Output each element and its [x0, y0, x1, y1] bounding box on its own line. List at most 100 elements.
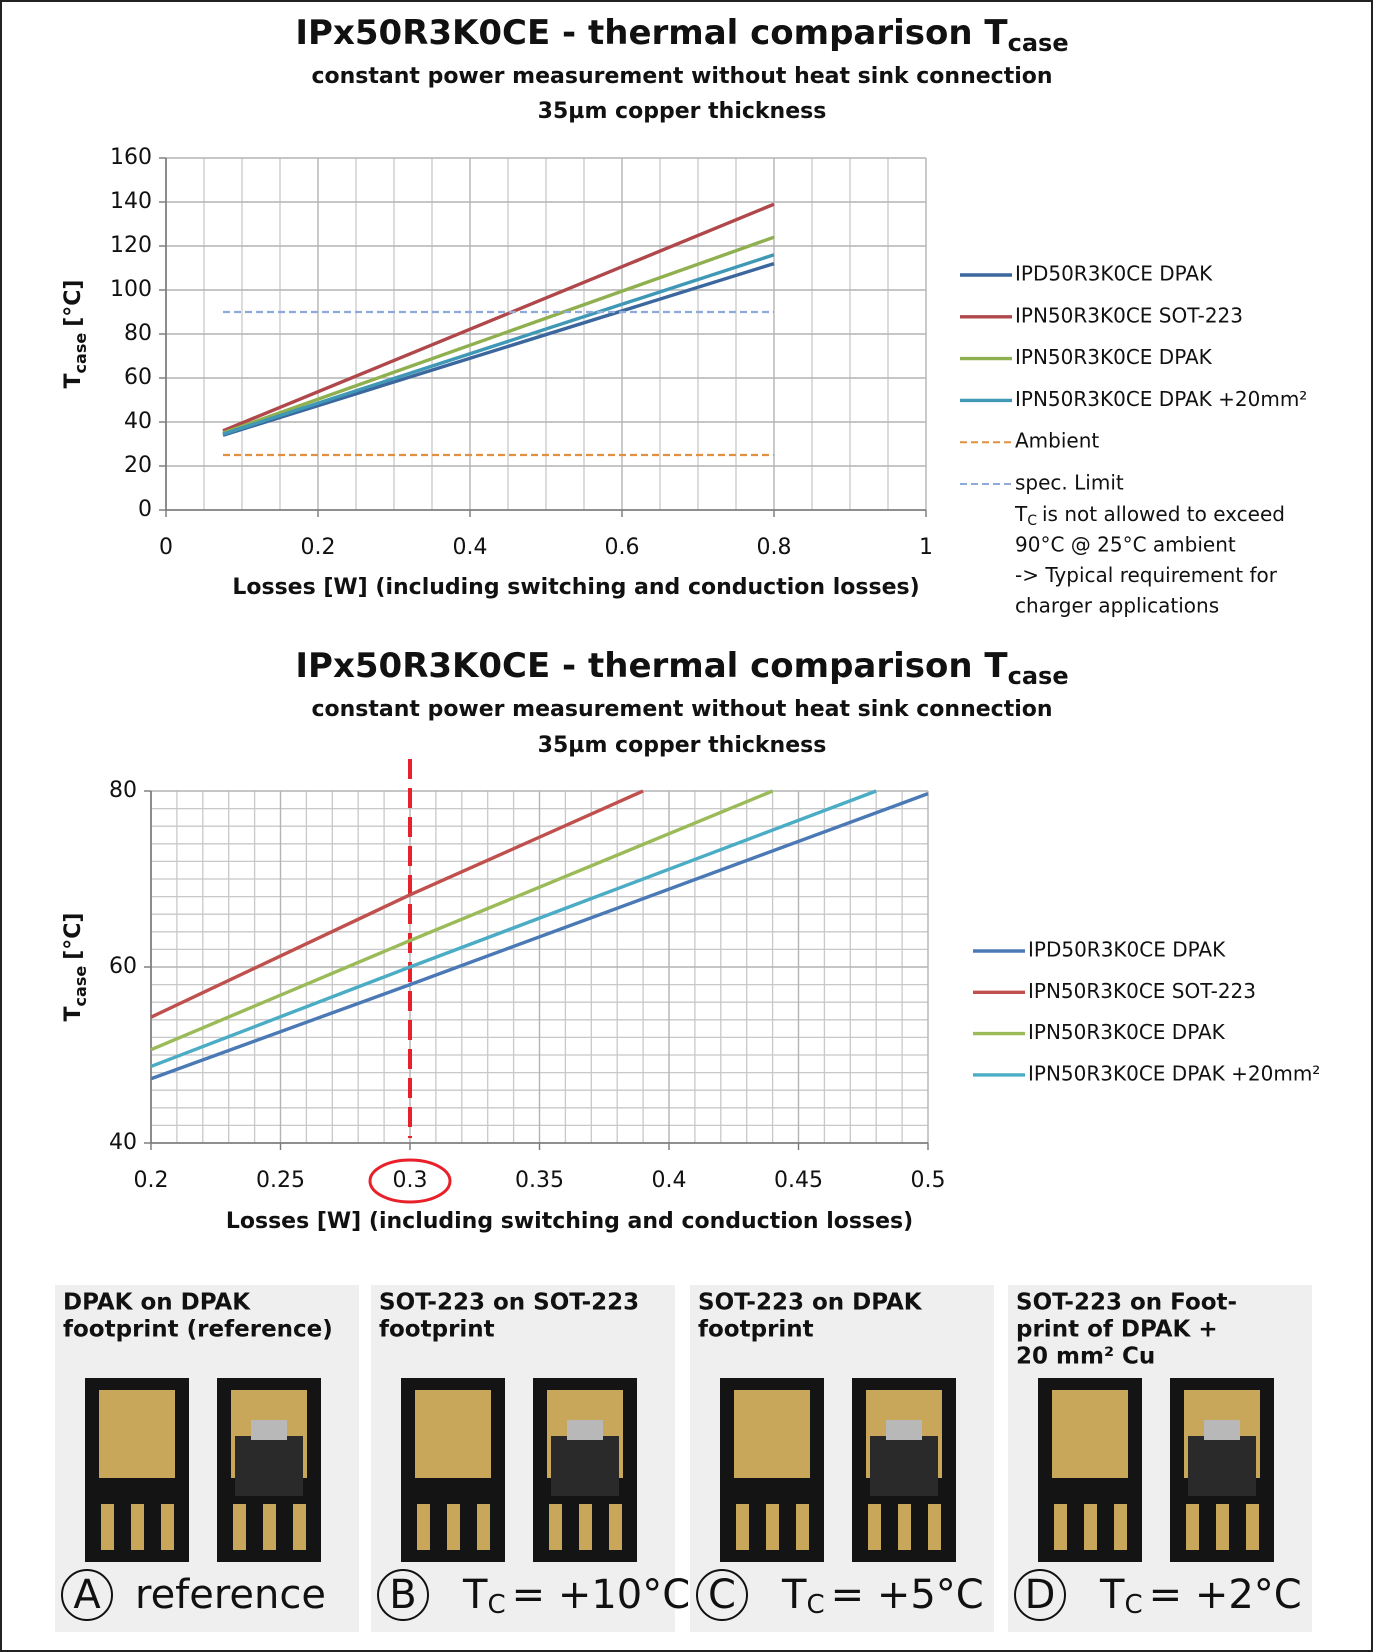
y-tick-label: 60: [124, 365, 152, 390]
x-tick-label: 1: [919, 535, 933, 560]
title-text: IPx50R3K0CE - thermal comparison T: [295, 646, 1008, 686]
legend-label: IPD50R3K0CE DPAK: [1015, 262, 1213, 286]
photo-pad: [99, 1390, 175, 1478]
legend-label: IPN50R3K0CE SOT-223: [1015, 303, 1243, 327]
legend-label: IPN50R3K0CE DPAK: [1028, 1020, 1226, 1044]
panel-title: SOT-223 on Foot-: [1016, 1290, 1237, 1316]
y-tick-label: 80: [109, 778, 137, 803]
title-text: IPx50R3K0CE - thermal comparison T: [295, 13, 1008, 53]
caption-symbol: T: [1099, 1572, 1125, 1618]
photo-pin: [417, 1504, 430, 1550]
photo-package: [235, 1436, 303, 1496]
photo-pin: [898, 1504, 911, 1550]
y-tick-label: 160: [110, 145, 152, 170]
x-tick-label: 0.8: [757, 535, 792, 560]
photo-pad: [415, 1390, 491, 1478]
panel-title: SOT-223 on SOT-223: [379, 1290, 639, 1316]
caption-subscript: C: [487, 1590, 505, 1620]
annotation-subscript: C: [1027, 513, 1037, 529]
annotation-text: -> Typical requirement for: [1015, 562, 1278, 586]
photo-pin: [736, 1504, 749, 1550]
panel-title: DPAK on DPAK: [63, 1290, 251, 1316]
photo-pin: [293, 1504, 306, 1550]
annotation-symbol: T: [1014, 501, 1028, 525]
y-tick-label: 40: [124, 409, 152, 434]
x-tick-label: 0.4: [652, 1168, 687, 1193]
annotation-text: 90°C @ 25°C ambient: [1015, 532, 1236, 556]
panel-title: footprint: [698, 1317, 814, 1343]
photo-pin: [1054, 1504, 1067, 1550]
legend-label: Ambient: [1015, 429, 1099, 453]
panel-title: print of DPAK +: [1016, 1317, 1218, 1343]
legend-label: spec. Limit: [1015, 471, 1124, 495]
panel-letter: C: [708, 1572, 736, 1618]
y-tick-label: 120: [110, 233, 152, 258]
y-label-symbol: T: [61, 1006, 86, 1021]
photo-package: [1188, 1436, 1256, 1496]
page: IPx50R3K0CE - thermal comparison Tcaseco…: [0, 0, 1373, 1652]
caption-text: reference: [135, 1572, 326, 1618]
photo-pin: [1114, 1504, 1127, 1550]
photo-pin: [477, 1504, 490, 1550]
panel-title: footprint (reference): [63, 1317, 333, 1343]
caption-subscript: C: [1124, 1590, 1142, 1620]
chart-subtitle: 35µm copper thickness: [538, 99, 827, 124]
y-label-unit: [°C]: [61, 280, 86, 327]
panel-letter: A: [73, 1572, 101, 1618]
photo-pin: [928, 1504, 941, 1550]
y-label-subscript: case: [71, 333, 90, 374]
annotation-line: TCis not allowed to exceed: [1014, 501, 1285, 529]
photo-pin: [101, 1504, 114, 1550]
photo-tab: [251, 1420, 287, 1440]
x-tick-label: 0.6: [605, 535, 640, 560]
x-tick-label: 0.3: [393, 1168, 428, 1193]
legend-label: IPD50R3K0CE DPAK: [1028, 938, 1226, 962]
photo-pin: [161, 1504, 174, 1550]
legend-label: IPN50R3K0CE SOT-223: [1028, 979, 1256, 1003]
x-tick-label: 0.45: [774, 1168, 823, 1193]
photo-pin: [131, 1504, 144, 1550]
caption-symbol: T: [462, 1572, 488, 1618]
photo-tab: [567, 1420, 603, 1440]
x-tick-label: 0.2: [134, 1168, 169, 1193]
legend-label: IPN50R3K0CE DPAK +20mm²: [1015, 387, 1307, 411]
x-tick-label: 0.4: [453, 535, 488, 560]
x-tick-label: 0.2: [301, 535, 336, 560]
caption-subscript: C: [806, 1590, 824, 1620]
chart-subtitle: constant power measurement without heat …: [311, 64, 1052, 89]
photo-pin: [796, 1504, 809, 1550]
legend-label: IPN50R3K0CE DPAK +20mm²: [1028, 1061, 1320, 1085]
panel-title: 20 mm² Cu: [1016, 1344, 1155, 1370]
photo-pin: [233, 1504, 246, 1550]
legend-label: IPN50R3K0CE DPAK: [1015, 345, 1213, 369]
photo-pin: [868, 1504, 881, 1550]
chart-title: IPx50R3K0CE - thermal comparison Tcase: [295, 13, 1068, 58]
annotation-text: is not allowed to exceed: [1042, 501, 1285, 525]
photo-pin: [549, 1504, 562, 1550]
y-label-subscript: case: [71, 966, 90, 1007]
panel-letter: B: [389, 1572, 416, 1618]
photo-pin: [263, 1504, 276, 1550]
title-subscript: case: [1008, 29, 1069, 57]
y-tick-label: 140: [110, 189, 152, 214]
y-label-unit: [°C]: [61, 913, 86, 960]
panel-title: SOT-223 on DPAK: [698, 1290, 923, 1316]
panel-title: footprint: [379, 1317, 495, 1343]
caption-text: = +5°C: [831, 1572, 984, 1618]
photo-pin: [447, 1504, 460, 1550]
caption-text: = +2°C: [1149, 1572, 1302, 1618]
caption-symbol: T: [781, 1572, 807, 1618]
annotation-line: 90°C @ 25°C ambient: [1015, 532, 1236, 556]
photo-package: [870, 1436, 938, 1496]
photo-pin: [579, 1504, 592, 1550]
photo-tab: [1204, 1420, 1240, 1440]
photo-tab: [886, 1420, 922, 1440]
x-tick-label: 0.25: [256, 1168, 305, 1193]
annotation-text: charger applications: [1015, 593, 1219, 617]
y-tick-label: 60: [109, 954, 137, 979]
x-axis-label: Losses [W] (including switching and cond…: [232, 575, 919, 600]
y-tick-label: 100: [110, 277, 152, 302]
annotation-line: charger applications: [1015, 593, 1219, 617]
y-tick-label: 20: [124, 453, 152, 478]
photo-pin: [1216, 1504, 1229, 1550]
